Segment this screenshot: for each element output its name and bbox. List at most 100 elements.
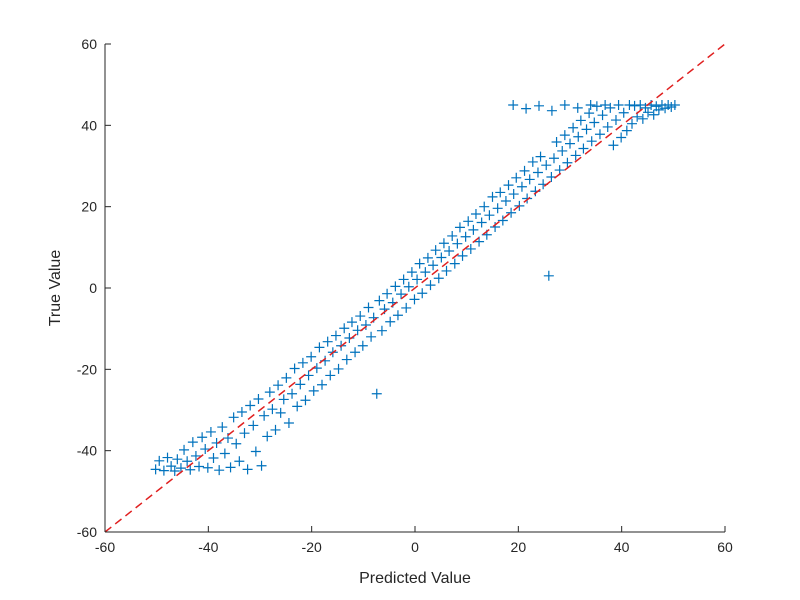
scatter-point — [253, 394, 264, 405]
scatter-point — [248, 420, 259, 431]
scatter-point — [508, 100, 519, 110]
scatter-point — [231, 438, 242, 449]
scatter-point — [330, 330, 341, 341]
scatter-point — [275, 407, 286, 418]
scatter-point — [197, 432, 208, 443]
scatter-point — [444, 245, 455, 256]
reference-diagonal-line — [104, 43, 726, 533]
scatter-point — [573, 131, 584, 142]
scatter-point — [396, 289, 407, 300]
scatter-point — [543, 270, 554, 281]
y-tick-label: -60 — [77, 524, 97, 540]
scatter-point — [479, 201, 490, 212]
scatter-point — [584, 108, 595, 119]
x-tick-label: 60 — [717, 539, 733, 555]
scatter-point — [581, 124, 592, 135]
scatter-point — [412, 274, 423, 285]
scatter-point — [360, 320, 371, 331]
scatter-point — [627, 118, 637, 129]
scatter-point — [484, 210, 495, 221]
scatter-point — [245, 400, 256, 411]
scatter-point — [436, 252, 447, 263]
scatter-point — [610, 115, 621, 126]
scatter-point — [669, 100, 680, 110]
scatter-point — [452, 238, 463, 249]
scatter-point — [295, 379, 306, 390]
y-tick-label: 40 — [81, 117, 97, 133]
scatter-point — [325, 370, 336, 381]
scatter-point — [228, 412, 239, 423]
scatter-point — [150, 464, 161, 475]
scatter-point — [521, 103, 532, 114]
scatter-point — [366, 331, 377, 342]
scatter-point — [511, 172, 522, 183]
scatter-point — [629, 100, 640, 111]
scatter-point — [527, 156, 538, 167]
scatter-point — [371, 388, 382, 399]
scatter-point — [297, 357, 308, 368]
scatter-point — [616, 132, 627, 143]
x-axis-label: Predicted Value — [359, 570, 471, 587]
scatter-point — [344, 333, 355, 344]
scatter-point — [460, 231, 471, 242]
scatter-point — [534, 100, 544, 111]
y-tick-label: -20 — [77, 361, 97, 377]
scatter-point — [262, 431, 273, 442]
scatter-point — [420, 267, 431, 278]
scatter-point — [194, 461, 205, 472]
scatter-point — [524, 174, 535, 185]
scatter-point — [519, 165, 530, 176]
scatter-point — [546, 105, 557, 116]
scatter-point — [314, 342, 325, 353]
y-ticks: -60 -40 -20 0 20 40 60 — [77, 36, 111, 540]
scatter-point — [570, 150, 581, 161]
scatter-point — [179, 444, 190, 455]
y-tick-label: 60 — [81, 36, 97, 52]
scatter-point — [270, 424, 281, 435]
scatter-point — [600, 100, 611, 110]
scatter-point — [541, 160, 552, 171]
scatter-point — [278, 394, 289, 405]
scatter-point — [392, 310, 403, 321]
scatter-point — [640, 102, 651, 113]
scatter-point — [476, 217, 487, 228]
scatter-point — [403, 281, 414, 292]
scatter-point — [333, 363, 344, 374]
scatter-point — [346, 317, 357, 328]
scatter-point — [578, 143, 589, 154]
scatter-point — [414, 258, 425, 269]
scatter-point — [219, 448, 230, 459]
scatter-point — [225, 462, 236, 473]
scatter-point — [363, 302, 374, 313]
scatter-point — [463, 216, 474, 227]
scatter-point — [490, 222, 501, 232]
scatter-point — [283, 418, 294, 429]
scatter-point — [470, 208, 481, 219]
scatter-points — [150, 100, 680, 476]
x-tick-label: 40 — [614, 539, 630, 555]
x-tick-label: -20 — [302, 539, 322, 555]
scatter-point — [635, 100, 646, 110]
scatter-point — [425, 280, 436, 291]
scatter-point — [202, 462, 213, 473]
scatter-point — [468, 224, 479, 235]
scatter-point — [565, 138, 575, 149]
scatter-point — [200, 444, 211, 455]
scatter-point — [264, 387, 275, 398]
x-tick-label: -40 — [198, 539, 218, 555]
scatter-point — [613, 100, 624, 110]
y-axis-label: True Value — [47, 250, 64, 327]
scatter-point — [357, 340, 368, 351]
scatter-point — [217, 422, 228, 433]
scatter-point — [172, 454, 183, 465]
scatter-point — [289, 363, 300, 374]
scatter-point — [465, 243, 476, 254]
scatter-point — [572, 102, 583, 113]
scatter-point — [401, 302, 412, 313]
scatter-point — [169, 466, 180, 476]
scatter-point — [287, 388, 298, 399]
scatter-point — [506, 207, 517, 218]
y-tick-label: 20 — [81, 199, 97, 215]
scatter-point — [457, 250, 468, 261]
scatter-point — [503, 180, 514, 191]
